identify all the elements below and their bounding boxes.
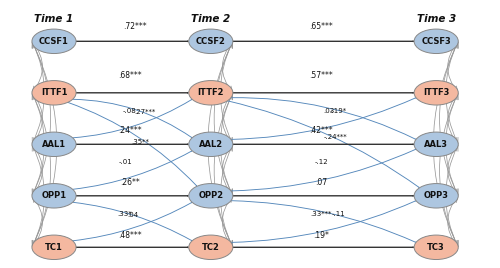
Text: .42***: .42*** (309, 126, 333, 135)
Text: .57***: .57*** (309, 71, 333, 80)
Text: .33*: .33* (118, 211, 132, 217)
Text: TC1: TC1 (45, 243, 63, 252)
Text: .26**: .26** (120, 178, 140, 187)
Ellipse shape (32, 235, 76, 259)
Text: OPP1: OPP1 (42, 191, 66, 200)
Text: Time 2: Time 2 (191, 14, 230, 24)
Text: -.08: -.08 (123, 108, 137, 114)
Text: .24***: .24*** (118, 126, 142, 135)
Ellipse shape (32, 132, 76, 157)
Ellipse shape (32, 81, 76, 105)
Text: CCSF1: CCSF1 (39, 37, 69, 46)
Text: ITTF2: ITTF2 (198, 88, 224, 97)
Ellipse shape (188, 184, 233, 208)
Text: .19*: .19* (313, 230, 329, 240)
Text: .65***: .65*** (309, 22, 333, 31)
Ellipse shape (414, 235, 458, 259)
Ellipse shape (414, 132, 458, 157)
Text: -.24***: -.24*** (324, 133, 347, 140)
Ellipse shape (188, 81, 233, 105)
Text: ITTF3: ITTF3 (423, 88, 450, 97)
Ellipse shape (414, 29, 458, 54)
Text: .35**: .35** (131, 139, 148, 145)
Text: AAL1: AAL1 (42, 140, 66, 149)
Text: -.19*: -.19* (330, 108, 347, 114)
Ellipse shape (188, 235, 233, 259)
Text: .68***: .68*** (118, 71, 142, 80)
Text: OPP3: OPP3 (424, 191, 448, 200)
Text: Time 3: Time 3 (416, 14, 456, 24)
Text: CCSF2: CCSF2 (196, 37, 226, 46)
Text: .48***: .48*** (118, 230, 142, 240)
Ellipse shape (32, 29, 76, 54)
Text: .72***: .72*** (123, 22, 146, 31)
Ellipse shape (32, 184, 76, 208)
Text: CCSF3: CCSF3 (422, 37, 451, 46)
Text: .03: .03 (323, 108, 334, 114)
Text: .27***: .27*** (134, 109, 156, 115)
Text: TC3: TC3 (428, 243, 445, 252)
Ellipse shape (414, 184, 458, 208)
Text: .04: .04 (127, 212, 138, 218)
Text: -.01: -.01 (118, 159, 132, 165)
Text: TC2: TC2 (202, 243, 220, 252)
Ellipse shape (188, 132, 233, 157)
Text: AAL2: AAL2 (198, 140, 223, 149)
Text: OPP2: OPP2 (198, 191, 224, 200)
Text: .33***: .33*** (310, 211, 332, 217)
Text: Time 1: Time 1 (34, 14, 74, 24)
Text: .07: .07 (315, 178, 327, 187)
Text: -.11: -.11 (332, 211, 345, 217)
Text: AAL3: AAL3 (424, 140, 448, 149)
Ellipse shape (414, 81, 458, 105)
Ellipse shape (188, 29, 233, 54)
Text: ITTF1: ITTF1 (41, 88, 67, 97)
Text: -.12: -.12 (314, 159, 328, 165)
